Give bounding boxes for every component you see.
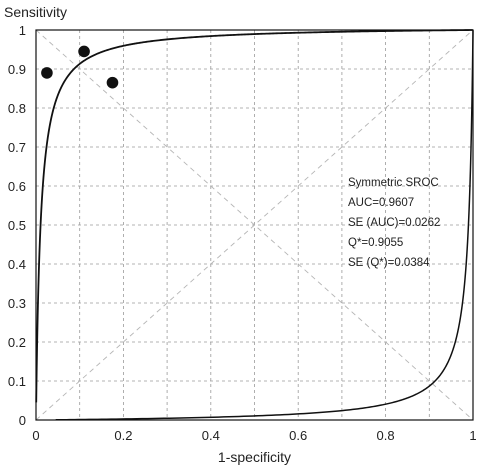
x-tick-label: 0.2 xyxy=(114,428,132,443)
diagonal-lines xyxy=(35,29,474,421)
sroc-annotation: Symmetric SROC AUC=0.9607 SE (AUC)=0.0262 Q… xyxy=(348,177,440,269)
y-axis-title: Sensitivity xyxy=(4,4,67,20)
annotation-line: SE (Q*)=0.0384 xyxy=(348,257,430,269)
y-tick-label: 0.5 xyxy=(8,218,26,233)
study-point xyxy=(41,67,53,79)
x-tick-label: 0 xyxy=(32,428,39,443)
y-tick-label: 0.3 xyxy=(8,296,26,311)
y-tick-label: 1 xyxy=(19,23,26,38)
y-tick-label: 0.6 xyxy=(8,179,26,194)
y-tick-labels: 0 0.1 0.2 0.3 0.4 0.5 0.6 0.7 0.8 0.9 1 xyxy=(8,23,26,428)
annotation-line: Q*=0.9055 xyxy=(348,237,403,249)
y-tick-label: 0.8 xyxy=(8,101,26,116)
y-tick-label: 0.1 xyxy=(8,374,26,389)
study-points xyxy=(41,45,119,89)
y-tick-label: 0 xyxy=(19,413,26,428)
x-axis-title: 1-specificity xyxy=(218,449,291,465)
sroc-curve xyxy=(35,29,473,403)
x-tick-label: 1 xyxy=(469,428,476,443)
y-tick-label: 0.7 xyxy=(8,140,26,155)
sroc-curve-mirror xyxy=(55,30,474,421)
study-point xyxy=(78,45,90,58)
antidiagonal-line xyxy=(35,29,474,421)
grid xyxy=(36,30,473,420)
x-tick-label: 0.6 xyxy=(289,428,307,443)
y-tick-label: 0.2 xyxy=(8,335,26,350)
y-tick-label: 0.9 xyxy=(8,62,26,77)
plot-frame xyxy=(35,29,474,421)
annotation-line: AUC=0.9607 xyxy=(348,197,414,209)
x-tick-label: 0.4 xyxy=(202,428,220,443)
y-tick-label: 0.4 xyxy=(8,257,26,272)
study-point xyxy=(106,76,119,89)
annotation-line: SE (AUC)=0.0262 xyxy=(348,217,440,229)
x-tick-label: 0.8 xyxy=(377,428,395,443)
annotation-line: Symmetric SROC xyxy=(348,177,439,189)
sroc-curves xyxy=(35,29,474,421)
x-tick-labels: 0 0.2 0.4 0.6 0.8 1 xyxy=(32,428,476,443)
